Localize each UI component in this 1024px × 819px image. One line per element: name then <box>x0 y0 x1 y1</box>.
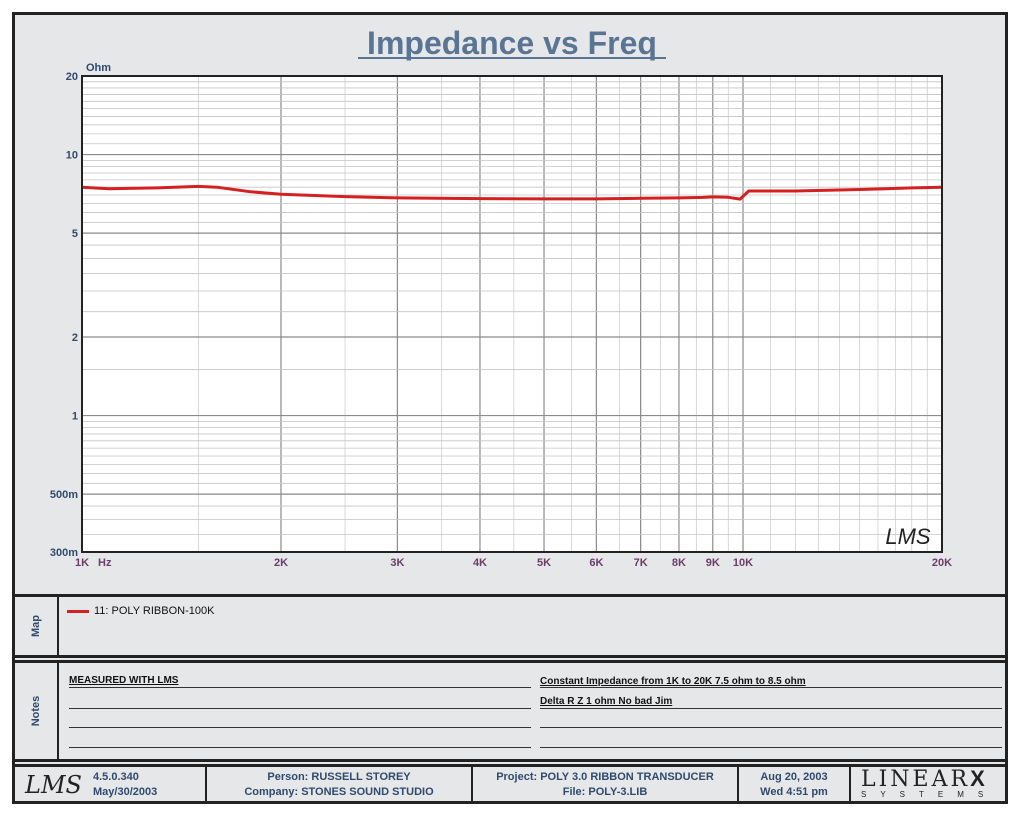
axis-ticks: 1K 2K 3K 4K 5K 6K 7K 8K 9K 10K 20K 20 10 5 2 1 500m 300m <box>50 71 952 569</box>
note-line <box>540 687 1002 688</box>
note-line <box>69 747 531 748</box>
x-tick-label: 1K <box>75 557 89 569</box>
print-time: Wed 4:51 pm <box>760 786 828 798</box>
footer-person-cell: Person: RUSSELL STOREY Company: STONES S… <box>207 767 473 801</box>
note-left-1: MEASURED WITH LMS <box>69 675 179 686</box>
brand-x: X <box>970 766 988 791</box>
note-right-1: Constant Impedance from 1K to 20K 7.5 oh… <box>540 676 806 687</box>
y-tick-label: 5 <box>72 228 78 240</box>
note-line <box>69 727 531 728</box>
legend-entry: 11: POLY RIBBON-100K <box>94 605 215 617</box>
series-line <box>81 184 943 201</box>
x-tick-label: 10K <box>733 557 753 569</box>
file-name: File: POLY-3.LIB <box>562 786 648 798</box>
impedance-chart: Impedance vs Freq Ohm Hz 1K 2K 3K 4K 5K 6K 7K 8… <box>50 25 952 569</box>
footer-lms-logo: LMS <box>25 771 82 799</box>
x-axis-unit-label: Hz <box>98 557 112 569</box>
y-tick-label: 2 <box>72 332 78 344</box>
brand-subtitle: SYSTEMS <box>861 790 998 799</box>
x-tick-label: 6K <box>589 557 603 569</box>
plot-area <box>82 76 942 552</box>
map-panel: Map 11: POLY RIBBON-100K <box>12 594 1008 658</box>
x-tick-label: 2K <box>274 557 288 569</box>
note-line <box>69 708 531 709</box>
note-right-2: Delta R Z 1 ohm No bad Jim <box>540 696 673 707</box>
plot-grid <box>81 75 943 553</box>
x-tick-label: 3K <box>390 557 404 569</box>
note-line <box>540 727 1002 728</box>
y-tick-label: 20 <box>66 71 78 83</box>
plot-series <box>81 184 943 201</box>
version-date: May/30/2003 <box>93 786 158 798</box>
note-line <box>69 687 531 688</box>
x-tick-label: 7K <box>634 557 648 569</box>
y-axis-unit-label: Ohm <box>86 62 111 74</box>
footer-panel: LMS 4.5.0.340 May/30/2003 Person: RUSSEL… <box>12 764 1008 804</box>
note-line <box>540 708 1002 709</box>
plot-border <box>81 75 943 553</box>
note-line <box>540 747 1002 748</box>
legend-swatch <box>67 610 89 613</box>
y-tick-label: 10 <box>66 150 78 162</box>
y-tick-label: 1 <box>72 411 78 423</box>
x-tick-label: 8K <box>672 557 686 569</box>
map-side-label: Map <box>15 597 59 655</box>
project-name: Project: POLY 3.0 RIBBON TRANSDUCER <box>496 771 714 783</box>
x-tick-label: 20K <box>932 557 952 569</box>
x-tick-label: 9K <box>706 557 720 569</box>
footer-project-cell: Project: POLY 3.0 RIBBON TRANSDUCER File… <box>473 767 739 801</box>
y-tick-label: 500m <box>50 489 78 501</box>
notes-panel: Notes MEASURED WITH LMS Constant Impedan… <box>12 660 1008 762</box>
linearx-logo: LINEARX SYSTEMS <box>851 767 1005 801</box>
lms-watermark: LMS <box>885 524 931 549</box>
footer-version-cell: LMS 4.5.0.340 May/30/2003 <box>15 767 207 801</box>
footer-date-cell: Aug 20, 2003 Wed 4:51 pm <box>739 767 851 801</box>
x-tick-label: 4K <box>473 557 487 569</box>
company-name: Company: STONES SOUND STUDIO <box>244 786 434 798</box>
chart-title: Impedance vs Freq <box>367 25 657 61</box>
x-tick-label: 5K <box>537 557 551 569</box>
brand-name: LINEAR <box>861 767 971 792</box>
version-number: 4.5.0.340 <box>93 771 139 783</box>
notes-side-label: Notes <box>15 663 59 759</box>
print-date: Aug 20, 2003 <box>760 771 828 783</box>
y-tick-label: 300m <box>50 547 78 559</box>
person-name: Person: RUSSELL STOREY <box>267 771 411 783</box>
